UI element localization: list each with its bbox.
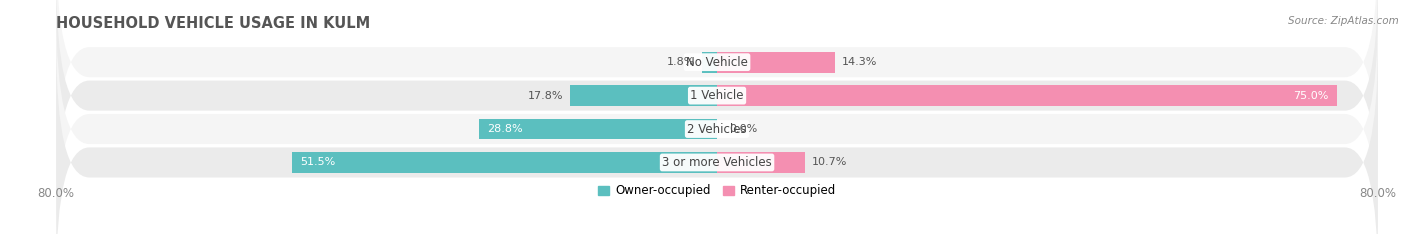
Bar	[479, 119, 717, 139]
Bar	[569, 85, 717, 106]
Text: HOUSEHOLD VEHICLE USAGE IN KULM: HOUSEHOLD VEHICLE USAGE IN KULM	[56, 16, 371, 31]
FancyBboxPatch shape	[56, 0, 1378, 214]
Text: 1.8%: 1.8%	[668, 57, 696, 67]
FancyBboxPatch shape	[56, 44, 1378, 234]
Text: 51.5%: 51.5%	[299, 157, 335, 168]
Text: 10.7%: 10.7%	[813, 157, 848, 168]
Text: 28.8%: 28.8%	[488, 124, 523, 134]
Bar	[291, 152, 717, 173]
Bar	[717, 52, 835, 73]
Bar	[717, 85, 1337, 106]
Text: No Vehicle: No Vehicle	[686, 56, 748, 69]
Bar	[702, 52, 717, 73]
Bar	[717, 152, 806, 173]
Text: 75.0%: 75.0%	[1294, 91, 1329, 101]
Text: 14.3%: 14.3%	[842, 57, 877, 67]
Text: 17.8%: 17.8%	[527, 91, 564, 101]
Text: 1 Vehicle: 1 Vehicle	[690, 89, 744, 102]
Text: Source: ZipAtlas.com: Source: ZipAtlas.com	[1288, 16, 1399, 26]
FancyBboxPatch shape	[56, 0, 1378, 181]
FancyBboxPatch shape	[56, 10, 1378, 234]
Text: 2 Vehicles: 2 Vehicles	[688, 123, 747, 135]
Text: 0.0%: 0.0%	[730, 124, 758, 134]
Text: 3 or more Vehicles: 3 or more Vehicles	[662, 156, 772, 169]
Legend: Owner-occupied, Renter-occupied: Owner-occupied, Renter-occupied	[593, 179, 841, 202]
